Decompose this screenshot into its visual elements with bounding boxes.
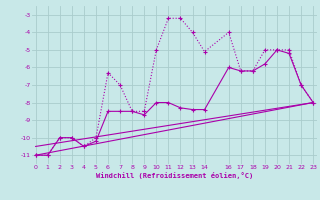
X-axis label: Windchill (Refroidissement éolien,°C): Windchill (Refroidissement éolien,°C) bbox=[96, 172, 253, 179]
